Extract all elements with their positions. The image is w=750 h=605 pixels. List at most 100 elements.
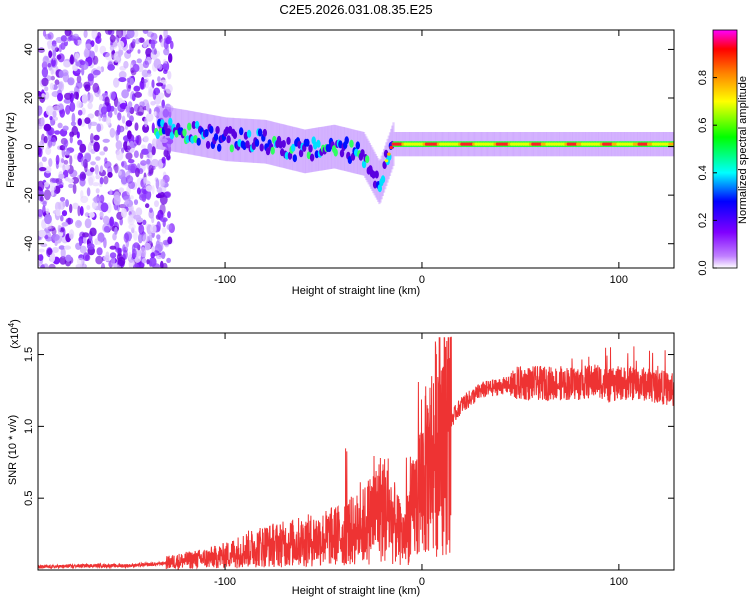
spectrogram-noise-blob [145, 203, 150, 209]
spectrogram-signal-halo [235, 118, 238, 162]
spectrogram-noise-blob [39, 196, 44, 202]
snr-x-label: Height of straight line (km) [292, 585, 420, 597]
spectrogram-noise-blob [104, 30, 113, 35]
spectrogram-signal-cell [339, 149, 345, 158]
spectrogram-signal-halo [209, 114, 212, 159]
spectrogram-noise-blob [62, 60, 71, 68]
spectrogram-noise-blob [145, 47, 153, 57]
spectrogram-noise-blob [86, 243, 95, 250]
spectrogram-noise-blob [75, 219, 82, 229]
spectrogram-noise-blob [128, 214, 134, 223]
spectrogram-signal-halo [288, 125, 291, 170]
spectrogram-noise-blob [134, 91, 143, 98]
spectrogram-noise-blob [134, 122, 139, 131]
spectrogram-signal-halo [241, 118, 244, 163]
spectrogram-signal-halo [189, 110, 192, 155]
colorbar-tick-label: 0.2 [697, 213, 709, 228]
spectrogram-noise-blob [121, 115, 126, 124]
spectrogram-noise-blob [69, 135, 73, 144]
spectrogram-noise-blob [160, 178, 166, 188]
spectrogram-signal-cell [349, 139, 354, 148]
spectrogram-signal-halo [312, 128, 315, 172]
snr-multiplier: (x104) [7, 319, 22, 349]
spectrogram-noise-blob [149, 207, 153, 213]
spectrogram-noise-blob [82, 252, 90, 262]
spectrogram-noise-blob [84, 43, 92, 50]
spectrogram-noise-blob [65, 254, 72, 262]
spectrogram-noise-blob [48, 263, 56, 268]
spectrogram-noise-blob [143, 135, 149, 143]
spectrogram-noise-blob [94, 44, 99, 53]
spectrogram-signal-cell [286, 136, 291, 145]
colorbar-tick-label: 0.4 [697, 165, 709, 180]
spectrogram-noise-blob [148, 234, 153, 245]
snr-axes: -100 0 100 0.5 1.0 1.5 [23, 333, 674, 588]
spectrogram-signal-halo [158, 105, 161, 150]
spectrogram-signal-cell [309, 153, 315, 162]
spectrogram-noise-blob [42, 55, 49, 65]
spectrogram-noise-blob [126, 30, 135, 39]
spectrogram-noise-blob [141, 148, 150, 155]
spectrogram-signal-cell [355, 141, 360, 150]
snr-x-tick-label: 100 [610, 576, 628, 588]
spectrogram-signal-cell [372, 180, 378, 189]
spectrogram-noise-blob [103, 146, 108, 152]
spectrogram-signal-halo [383, 148, 386, 193]
spectrogram-noise-blob [43, 181, 50, 188]
spectrogram-noise-blob [58, 82, 63, 90]
spectrogram-noise-blob [151, 185, 155, 195]
spectrogram-noise-blob [99, 211, 104, 218]
spectrogram-signal-halo [284, 124, 288, 169]
spectrogram-signal-cell [257, 128, 263, 137]
spectrogram-x-tick-label: 0 [419, 274, 425, 286]
spectrogram-noise-blob [167, 211, 171, 219]
spectrogram-noise-blob [167, 70, 172, 80]
spectrogram-signal-halo [297, 128, 301, 172]
spectrogram-y-label: Frequency (Hz) [5, 112, 17, 188]
spectrogram-noise-blob [58, 173, 65, 180]
spectrogram-signal-cell [205, 140, 211, 149]
spectrogram-signal-cell [182, 128, 187, 137]
spectrogram-signal-halo [346, 127, 349, 172]
spectrogram-noise-blob [126, 49, 132, 54]
spectrogram-noise-blob [132, 38, 136, 45]
spectrogram-signal-halo [345, 127, 348, 172]
spectrogram-signal-halo [193, 111, 197, 156]
spectrogram-y-tick-label: -20 [23, 187, 35, 203]
spectrogram-noise-blob [109, 189, 113, 196]
spectrogram-noise-blob [161, 99, 165, 109]
spectrogram-noise-blob [109, 127, 116, 138]
spectrogram-noise-blob [128, 251, 132, 260]
spectrogram-plot-area [38, 30, 674, 268]
spectrogram-noise-blob [69, 155, 73, 166]
spectrogram-noise-blob [42, 200, 47, 207]
spectrogram-signal-halo [234, 118, 237, 162]
spectrogram-y-tick-label: 0 [23, 144, 35, 150]
spectrogram-signal-halo [160, 106, 164, 150]
spectrogram-noise-blob [38, 254, 44, 261]
spectrogram-signal-halo [296, 127, 299, 172]
spectrogram-signal-halo [251, 119, 254, 163]
spectrogram-noise-blob [79, 60, 86, 66]
spectrogram-noise-blob [160, 138, 168, 143]
spectrogram-noise-blob [43, 123, 52, 132]
spectrogram-signal-cell [314, 150, 319, 159]
spectrogram-noise-blob [94, 240, 102, 245]
spectrogram-noise-blob [116, 30, 124, 39]
spectrogram-noise-blob [51, 185, 55, 197]
spectrogram-noise-blob [117, 256, 126, 267]
spectrogram-noise-blob [115, 140, 123, 150]
spectrogram-noise-blob [92, 182, 100, 187]
spectrogram-noise-blob [65, 104, 71, 115]
spectrogram-noise-blob [139, 101, 145, 107]
spectrogram-noise-blob [38, 123, 43, 130]
spectrogram-noise-blob [156, 234, 161, 240]
spectrogram-signal-cell [245, 140, 250, 149]
spectrogram-signal-halo [271, 121, 275, 166]
spectrogram-signal-halo [316, 127, 319, 172]
spectrogram-noise-blob [164, 191, 172, 199]
spectrogram-signal-halo [381, 152, 384, 196]
spectrogram-signal-cell [333, 148, 338, 157]
spectrogram-signal-cell [360, 149, 365, 158]
colorbar-label: Normalized spectral amplitude [737, 76, 749, 224]
